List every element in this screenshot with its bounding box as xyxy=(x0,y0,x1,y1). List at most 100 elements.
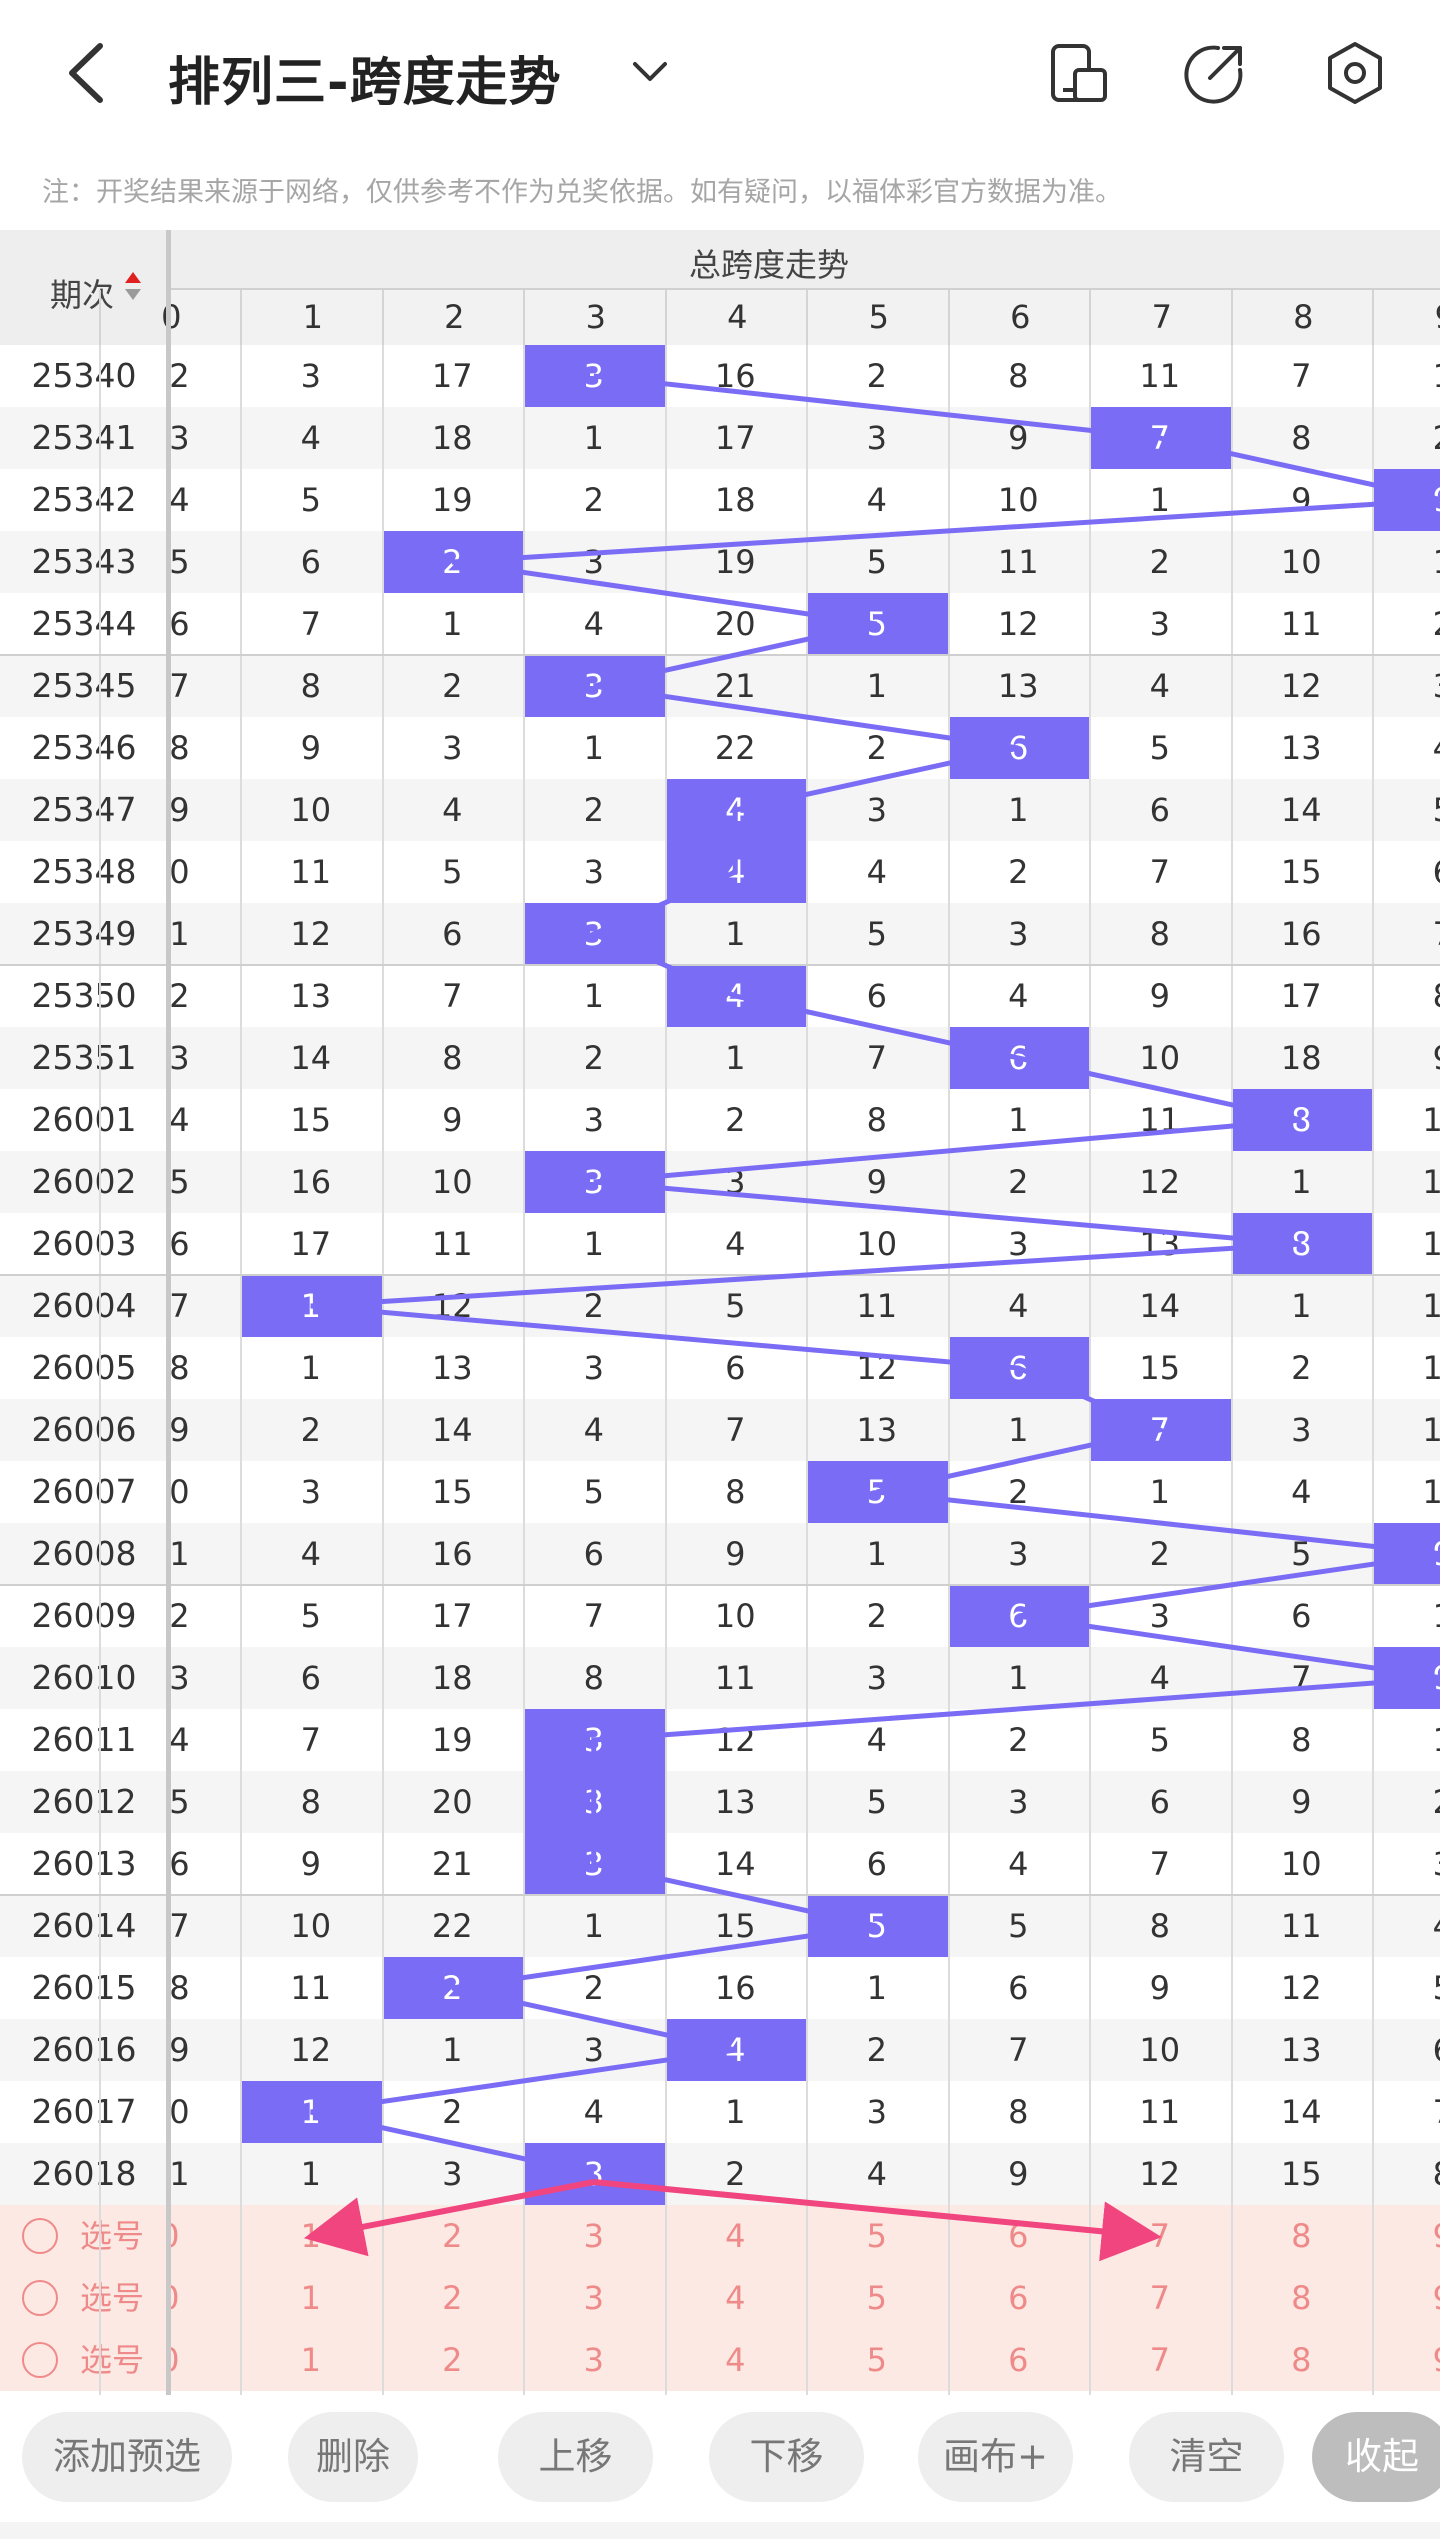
omission-cell: 11 xyxy=(1139,357,1181,395)
omission-cell: 7 xyxy=(1008,2031,1029,2069)
move-up-button[interactable]: 上移 xyxy=(498,2412,653,2502)
omission-cell: 3 xyxy=(1149,605,1170,643)
omission-cell: 6 xyxy=(1372,2019,1440,2081)
omission-cell: 3 xyxy=(866,419,887,457)
collapse-button[interactable]: 收起 xyxy=(1312,2412,1440,2502)
omission-cell: 4 xyxy=(1149,1659,1170,1697)
omission-cell: 4 xyxy=(583,2093,604,2131)
pick-row-toggle[interactable]: 选号 xyxy=(0,2329,168,2391)
pick-number-cell[interactable]: 2 xyxy=(442,2341,463,2379)
settings-icon[interactable] xyxy=(1320,38,1390,108)
pick-number-cell[interactable]: 1 xyxy=(300,2279,321,2317)
pick-number-cell[interactable]: 8 xyxy=(1291,2341,1312,2379)
pick-number-cell[interactable]: 2 xyxy=(442,2217,463,2255)
omission-cell: 9 xyxy=(725,1535,746,1573)
omission-cell: 17 xyxy=(431,1597,473,1635)
pick-number-cell[interactable]: 4 xyxy=(725,2217,746,2255)
pick-number-cell[interactable]: 6 xyxy=(1008,2341,1029,2379)
table-row: 589312226513425346 xyxy=(0,717,1440,779)
omission-cell: 11 xyxy=(290,1969,332,2007)
grid-line xyxy=(523,345,525,2395)
delete-button[interactable]: 删除 xyxy=(288,2412,418,2502)
pick-row-toggle[interactable]: 选号 xyxy=(0,2205,168,2267)
omission-cell: 10 xyxy=(290,1907,332,1945)
issue-column-header[interactable]: 期次 xyxy=(0,230,168,345)
pick-number-cell[interactable]: 4 xyxy=(725,2341,746,2379)
omission-cell: 7 xyxy=(1372,2081,1440,2143)
pick-number-cell[interactable]: 5 xyxy=(866,2279,887,2317)
omission-cell: 8 xyxy=(442,1039,463,1077)
omission-cell: 1 xyxy=(866,1969,887,2007)
omission-cell: 1 xyxy=(1372,1709,1440,1771)
grid-line xyxy=(806,345,808,2395)
omission-cell: 5 xyxy=(1372,1957,1440,2019)
pick-number-cell[interactable]: 5 xyxy=(866,2341,887,2379)
share-icon[interactable] xyxy=(1180,38,1250,108)
pick-number-cell[interactable]: 6 xyxy=(1008,2279,1029,2317)
omission-cell: 1 xyxy=(725,1039,746,1077)
omission-cell: 4 xyxy=(866,481,887,519)
table-row: 7692131464710326013 xyxy=(0,1833,1440,1895)
pick-number-cell[interactable]: 8 xyxy=(1291,2217,1312,2255)
omission-cell: 16 xyxy=(714,1969,756,2007)
clear-button[interactable]: 清空 xyxy=(1129,2412,1284,2502)
omission-cell: 16 xyxy=(1422,1473,1440,1511)
omission-cell: 9 xyxy=(442,1101,463,1139)
omission-cell: 4 xyxy=(1149,667,1170,705)
pick-row-label: 选号 xyxy=(80,2217,145,2255)
add-preselect-button[interactable]: 添加预选 xyxy=(22,2412,232,2502)
omission-cell: 13 xyxy=(1280,2031,1322,2069)
move-down-button[interactable]: 下移 xyxy=(709,2412,864,2502)
omission-cell: 4 xyxy=(300,419,321,457)
omission-cell: 1 xyxy=(300,2155,321,2193)
pick-number-cell[interactable]: 5 xyxy=(866,2217,887,2255)
omission-cell: 1 xyxy=(1008,1101,1029,1139)
phone-layout-icon[interactable] xyxy=(1045,38,1115,108)
omission-cell: 15 xyxy=(431,1473,473,1511)
issue-number: 26007 xyxy=(0,1461,168,1523)
chevron-down-icon[interactable] xyxy=(625,52,675,92)
omission-cell: 11 xyxy=(1280,605,1322,643)
radio-circle-icon[interactable] xyxy=(22,2342,58,2378)
omission-cell: 8 xyxy=(1372,965,1440,1027)
pick-number-cell[interactable]: 8 xyxy=(1291,2279,1312,2317)
omission-cell: 4 xyxy=(1008,1287,1029,1325)
omission-cell: 10 xyxy=(856,1225,898,1263)
omission-cell: 3 xyxy=(300,357,321,395)
omission-cell: 2 xyxy=(583,1287,604,1325)
pick-number-cell[interactable]: 3 xyxy=(583,2279,604,2317)
pick-row-toggle[interactable]: 选号 xyxy=(0,2267,168,2329)
grid-line xyxy=(664,345,667,2395)
omission-cell: 8 xyxy=(300,667,321,705)
pick-number-cell[interactable]: 1 xyxy=(300,2341,321,2379)
pick-number-cell[interactable]: 3 xyxy=(583,2217,604,2255)
omission-cell: 12 xyxy=(997,605,1039,643)
omission-cell: 5 xyxy=(300,1597,321,1635)
omission-cell: 4 xyxy=(1372,1895,1440,1957)
issue-number: 26017 xyxy=(0,2081,168,2143)
pick-number-cell[interactable]: 7 xyxy=(1149,2279,1170,2317)
pick-number-cell[interactable]: 3 xyxy=(583,2341,604,2379)
issue-header-label: 期次 xyxy=(50,276,115,314)
radio-circle-icon[interactable] xyxy=(22,2218,58,2254)
omission-cell: 1 xyxy=(1372,345,1440,407)
pick-number-cell[interactable]: 9 xyxy=(1372,2205,1440,2267)
annotation-arrow-right xyxy=(593,2179,1162,2262)
pick-number-cell[interactable]: 2 xyxy=(442,2279,463,2317)
pick-number-cell[interactable]: 7 xyxy=(1149,2341,1170,2379)
radio-circle-icon[interactable] xyxy=(22,2280,58,2316)
omission-cell: 7 xyxy=(1372,903,1440,965)
back-icon[interactable] xyxy=(58,38,118,108)
pick-number-cell[interactable]: 9 xyxy=(1372,2329,1440,2391)
pick-number-cell[interactable]: 9 xyxy=(1372,2267,1440,2329)
sort-icon[interactable] xyxy=(124,270,142,302)
issue-number: 26011 xyxy=(0,1709,168,1771)
canvas-plus-button[interactable]: 画布+ xyxy=(918,2412,1073,2502)
omission-cell: 9 xyxy=(300,1845,321,1883)
omission-cell: 2 xyxy=(583,791,604,829)
page-title[interactable]: 排列三-跨度走势 xyxy=(168,53,562,113)
omission-cell: 3 xyxy=(300,1473,321,1511)
pick-number-cell[interactable]: 4 xyxy=(725,2279,746,2317)
omission-cell: 2 xyxy=(583,481,604,519)
omission-cell: 15 xyxy=(1139,1349,1181,1387)
